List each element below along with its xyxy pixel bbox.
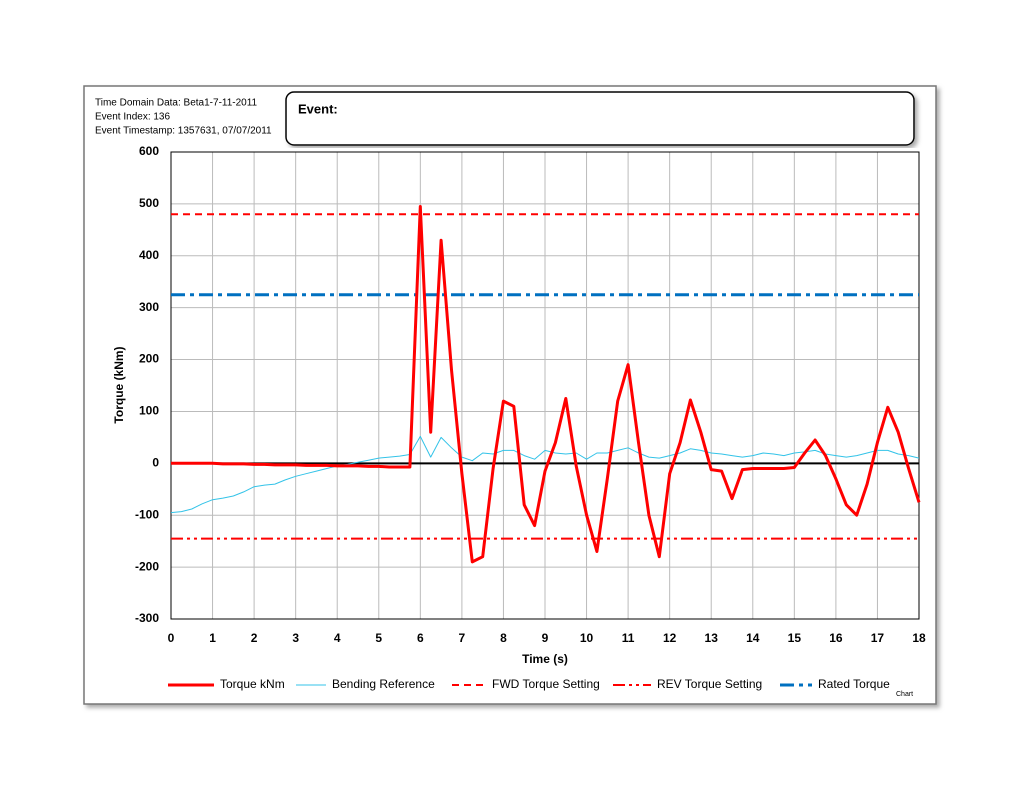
legend-label: REV Torque Setting — [657, 677, 762, 691]
x-tick-label: 5 — [375, 631, 382, 645]
x-tick-label: 8 — [500, 631, 507, 645]
x-tick-label: 9 — [542, 631, 549, 645]
event-box — [285, 91, 915, 146]
corner-label: Chart — [896, 691, 913, 698]
x-tick-label: 13 — [705, 631, 719, 645]
y-axis-label: Torque (kNm) — [112, 346, 126, 423]
legend-label: Rated Torque — [818, 677, 890, 691]
y-tick-label: 100 — [139, 404, 159, 418]
header-line: Event Index: 136 — [95, 112, 170, 123]
header-line: Event Timestamp: 1357631, 07/07/2011 — [95, 126, 272, 137]
x-tick-label: 12 — [663, 631, 677, 645]
y-tick-label: 400 — [139, 248, 159, 262]
x-tick-label: 2 — [251, 631, 258, 645]
y-tick-label: -300 — [135, 611, 159, 625]
header-line: Time Domain Data: Beta1-7-11-2011 — [95, 98, 258, 109]
x-tick-label: 16 — [829, 631, 843, 645]
legend-label: FWD Torque Setting — [492, 677, 600, 691]
series-line — [170, 435, 920, 514]
y-tick-label: 200 — [139, 352, 159, 366]
event-label: Event: — [298, 101, 338, 116]
legend-label: Bending Reference — [332, 677, 435, 691]
y-tick-label: -200 — [135, 559, 159, 573]
x-tick-label: 1 — [209, 631, 216, 645]
x-axis-label: Time (s) — [522, 652, 568, 666]
series-line — [171, 205, 921, 564]
x-tick-label: 3 — [292, 631, 299, 645]
y-tick-label: 500 — [139, 196, 159, 210]
y-tick-label: 600 — [139, 144, 159, 158]
x-tick-label: 0 — [168, 631, 175, 645]
x-tick-label: 4 — [334, 631, 341, 645]
x-tick-label: 10 — [580, 631, 594, 645]
x-tick-label: 17 — [871, 631, 885, 645]
legend-label: Torque kNm — [220, 677, 285, 691]
x-tick-label: 14 — [746, 631, 760, 645]
y-tick-label: -100 — [135, 507, 159, 521]
x-tick-label: 11 — [622, 631, 635, 645]
x-tick-label: 18 — [912, 631, 926, 645]
y-tick-label: 300 — [139, 300, 159, 314]
y-tick-label: 0 — [152, 456, 159, 470]
x-tick-label: 7 — [459, 631, 466, 645]
x-tick-label: 15 — [788, 631, 802, 645]
x-tick-label: 6 — [417, 631, 424, 645]
plot-border — [170, 151, 920, 620]
